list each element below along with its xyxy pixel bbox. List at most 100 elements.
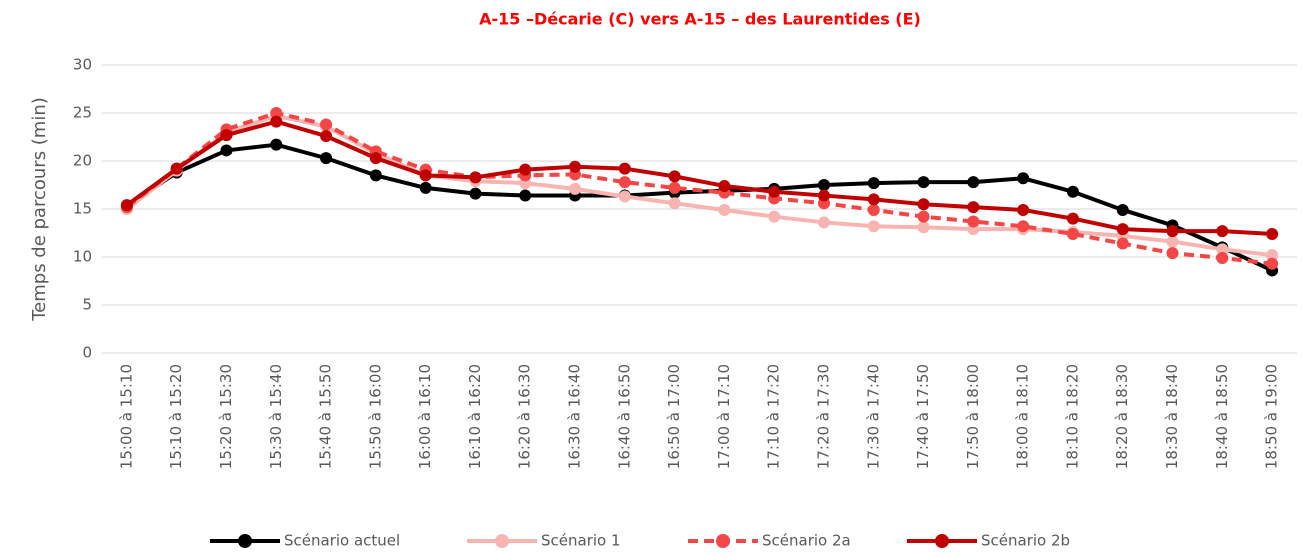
x-tick-label: 18:00 à 18:10 [1014, 364, 1032, 469]
x-tick-label: 17:30 à 17:40 [864, 364, 882, 469]
data-point [270, 107, 283, 119]
x-tick-label: 16:10 à 16:20 [466, 364, 484, 469]
x-tick-label: 18:20 à 18:30 [1113, 364, 1131, 469]
x-tick-label: 17:00 à 17:10 [715, 364, 733, 469]
data-point [668, 181, 681, 194]
series-line [125, 111, 1273, 266]
data-point [1017, 203, 1030, 216]
data-point [917, 198, 930, 211]
data-point [967, 215, 980, 228]
y-tick-label: 5 [82, 296, 92, 314]
data-point [1017, 172, 1030, 185]
y-tick-label: 25 [73, 104, 92, 122]
data-point [867, 220, 880, 233]
data-point [369, 169, 382, 182]
data-point [618, 176, 631, 189]
data-point [569, 182, 582, 195]
data-point [369, 152, 382, 165]
data-point [817, 189, 830, 202]
y-tick-label: 15 [73, 200, 92, 218]
data-point [320, 130, 333, 143]
data-point [220, 129, 233, 142]
data-point [1216, 251, 1229, 264]
data-point [320, 152, 333, 165]
legend-label: Scénario 2a [762, 532, 851, 550]
data-point [270, 115, 283, 128]
x-tick-label: 15:00 à 15:10 [117, 364, 135, 469]
data-point [867, 193, 880, 206]
data-point [1166, 247, 1179, 260]
y-axis-label: Temps de parcours (min) [29, 97, 50, 322]
x-tick-label: 18:50 à 19:00 [1263, 364, 1281, 469]
data-point [519, 189, 532, 202]
legend-marker [238, 534, 252, 548]
y-tick-label: 0 [82, 344, 92, 362]
data-point [917, 221, 930, 234]
x-tick-label: 16:00 à 16:10 [416, 364, 434, 469]
y-tick-label: 10 [73, 248, 92, 266]
data-point [1017, 220, 1030, 233]
data-point [320, 118, 333, 131]
data-point [817, 179, 830, 191]
legend-label: Scénario actuel [284, 532, 400, 550]
x-tick-label: 15:20 à 15:30 [217, 364, 235, 469]
data-point [1116, 237, 1129, 250]
data-point [967, 176, 980, 189]
data-point [1266, 227, 1279, 240]
data-point [519, 163, 532, 176]
data-point [618, 162, 631, 175]
data-point [1066, 227, 1079, 240]
data-point [1066, 185, 1079, 198]
data-point [917, 176, 930, 189]
data-point [967, 201, 980, 214]
data-point [1116, 223, 1129, 236]
data-point [1216, 243, 1229, 256]
data-point [768, 185, 781, 198]
x-tick-label: 18:40 à 18:50 [1213, 364, 1231, 469]
legend-marker [716, 534, 730, 548]
data-point [1266, 257, 1279, 270]
data-point [419, 181, 432, 194]
data-point [1116, 203, 1129, 216]
series-line [125, 119, 1273, 236]
x-tick-label: 17:10 à 17:20 [765, 364, 783, 469]
series-line [125, 113, 1273, 258]
data-point [270, 138, 283, 151]
data-point [1266, 249, 1279, 262]
x-tick-label: 18:30 à 18:40 [1163, 364, 1181, 469]
x-tick-label: 17:40 à 17:50 [914, 364, 932, 469]
data-point [469, 187, 482, 200]
x-tick-label: 16:30 à 16:40 [566, 364, 584, 469]
x-tick-label: 15:40 à 15:50 [317, 364, 335, 469]
data-point [469, 171, 482, 184]
legend-marker [935, 534, 949, 548]
x-tick-label: 16:50 à 17:00 [665, 364, 683, 469]
y-tick-label: 30 [73, 56, 92, 74]
chart-title: A-15 –Décarie (C) vers A-15 – des Lauren… [479, 10, 921, 29]
data-point [768, 210, 781, 223]
x-tick-label: 17:20 à 17:30 [814, 364, 832, 469]
data-point [917, 210, 930, 223]
legend-label: Scénario 2b [981, 532, 1070, 550]
data-point [120, 199, 133, 212]
data-point [867, 203, 880, 216]
data-point [220, 144, 233, 157]
data-point [1066, 212, 1079, 225]
data-point [1166, 235, 1179, 248]
data-point [419, 169, 432, 182]
x-tick-label: 15:10 à 15:20 [167, 364, 185, 469]
data-point [718, 179, 731, 192]
data-point [1216, 225, 1229, 238]
data-point [668, 197, 681, 210]
x-tick-label: 16:20 à 16:30 [516, 364, 534, 469]
x-tick-label: 16:40 à 16:50 [615, 364, 633, 469]
x-tick-label: 15:30 à 15:40 [267, 364, 285, 469]
data-point [668, 170, 681, 183]
data-point [569, 160, 582, 173]
data-point [718, 203, 731, 216]
data-point [618, 190, 631, 203]
data-point [170, 162, 183, 175]
legend-label: Scénario 1 [541, 532, 621, 550]
legend-marker [495, 534, 509, 548]
